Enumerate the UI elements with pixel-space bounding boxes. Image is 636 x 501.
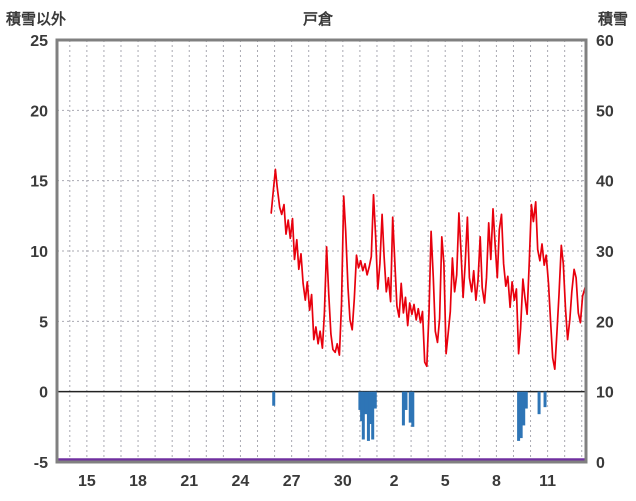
- x-tick-label: 5: [441, 473, 450, 490]
- precipitation-bar: [408, 391, 412, 423]
- x-tick-label: 27: [283, 473, 301, 490]
- x-tick-label: 2: [390, 473, 399, 490]
- y-right-tick-label: 10: [596, 385, 614, 402]
- precipitation-bar: [361, 391, 365, 440]
- x-tick-label: 15: [78, 473, 96, 490]
- y-left-tick-label: 5: [39, 314, 48, 331]
- y-right-tick-label: 60: [596, 33, 614, 50]
- precipitation-bar: [404, 391, 408, 410]
- y-right-tick-label: 30: [596, 244, 614, 261]
- y-left-tick-label: 25: [30, 33, 48, 50]
- chart-title: 戸倉: [302, 11, 333, 28]
- y-left-tick-label: -5: [34, 455, 48, 472]
- precipitation-bar: [543, 391, 547, 408]
- precipitation-bar: [524, 391, 528, 409]
- y-right-tick-label: 0: [596, 455, 605, 472]
- precipitation-bar: [272, 391, 276, 406]
- x-tick-label: 18: [129, 473, 147, 490]
- x-tick-label: 24: [232, 473, 250, 490]
- y-left-tick-label: 10: [30, 244, 48, 261]
- x-tick-label: 21: [180, 473, 198, 490]
- left-axis-title: 積雪以外: [6, 11, 67, 28]
- precipitation-bar: [358, 391, 362, 410]
- series-layer: [57, 168, 586, 461]
- y-right-tick-label: 20: [596, 314, 614, 331]
- precipitation-bar: [517, 391, 521, 441]
- precipitation-bar: [366, 391, 370, 441]
- precipitation-bar: [411, 391, 415, 427]
- x-tick-label: 11: [539, 473, 556, 490]
- gridlines: [57, 40, 586, 462]
- y-left-tick-label: 20: [30, 103, 48, 120]
- x-tick-label: 8: [492, 473, 501, 490]
- precipitation-bar: [401, 391, 405, 426]
- y-right-tick-label: 40: [596, 174, 614, 191]
- x-tick-label: 30: [334, 473, 352, 490]
- y-left-tick-label: 15: [30, 174, 48, 191]
- y-left-tick-label: 0: [39, 385, 48, 402]
- right-axis-title: 積雪: [597, 11, 628, 28]
- precipitation-bar: [373, 391, 377, 409]
- precipitation-bar: [519, 391, 523, 439]
- y-right-tick-label: 50: [596, 103, 614, 120]
- plot-frame: [55, 38, 588, 464]
- precipitation-bar: [360, 391, 364, 422]
- precipitation-bar: [537, 391, 541, 415]
- precipitation-bar: [522, 391, 526, 426]
- precipitation-bar: [371, 391, 375, 440]
- precipitation-bar: [364, 391, 368, 415]
- chart-border: [55, 38, 588, 464]
- precipitation-bar: [368, 391, 372, 425]
- temperature-line: [270, 168, 586, 371]
